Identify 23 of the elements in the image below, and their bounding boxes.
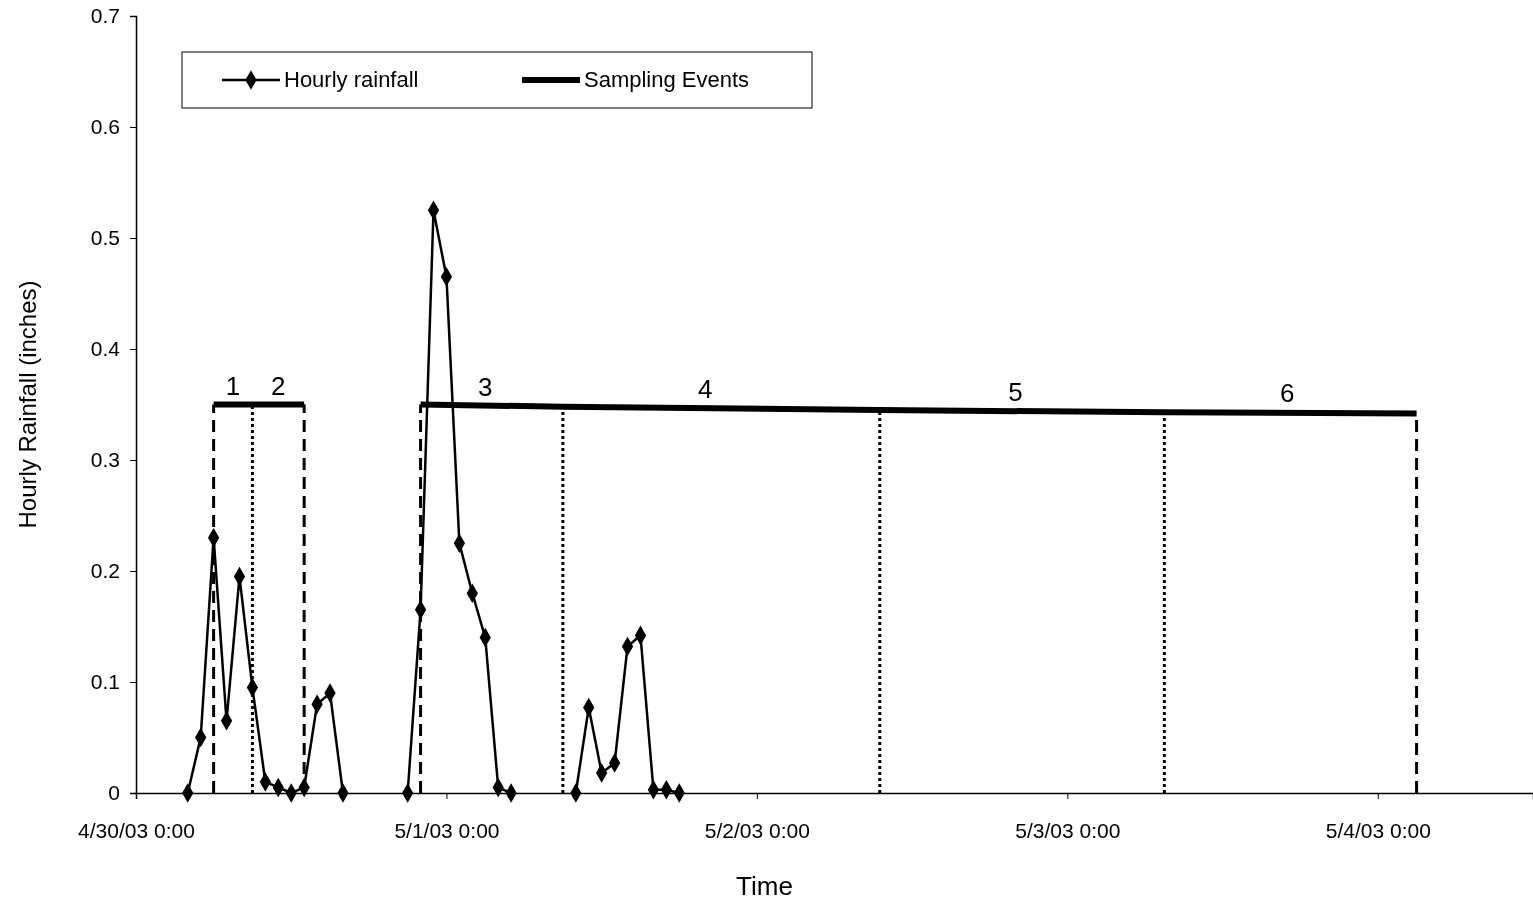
y-tick-label: 0.7 bbox=[90, 4, 120, 28]
y-tick-label: 0.4 bbox=[90, 337, 121, 361]
annotation: 4 bbox=[697, 373, 713, 404]
x-tick-label: 5/3/03 0:00 bbox=[1015, 818, 1121, 842]
annotation: 3 bbox=[478, 371, 493, 402]
y-tick-label: 0.3 bbox=[90, 448, 120, 472]
x-tick-label: 5/4/03 0:00 bbox=[1325, 818, 1431, 842]
x-tick-label: 5/1/03 0:00 bbox=[394, 818, 500, 842]
legend-label: Hourly rainfall bbox=[284, 67, 419, 92]
y-tick-label: 0.6 bbox=[90, 115, 120, 139]
legend-label: Sampling Events bbox=[584, 67, 750, 92]
annotation: 6 bbox=[1280, 378, 1295, 409]
x-axis-title: Time bbox=[736, 871, 793, 901]
annotation: 1 bbox=[225, 370, 241, 401]
annotation: 5 bbox=[1008, 377, 1023, 408]
y-tick-label: 0 bbox=[108, 781, 120, 805]
y-tick-label: 0.2 bbox=[90, 559, 120, 583]
y-tick-label: 0.5 bbox=[90, 226, 120, 250]
x-tick-label: 4/30/03 0:00 bbox=[78, 818, 195, 842]
annotation: 2 bbox=[271, 370, 286, 401]
y-axis-title: Hourly Rainfall (inches) bbox=[14, 280, 41, 529]
x-tick-label: 5/2/03 0:00 bbox=[704, 818, 810, 842]
y-tick-label: 0.1 bbox=[90, 670, 120, 694]
